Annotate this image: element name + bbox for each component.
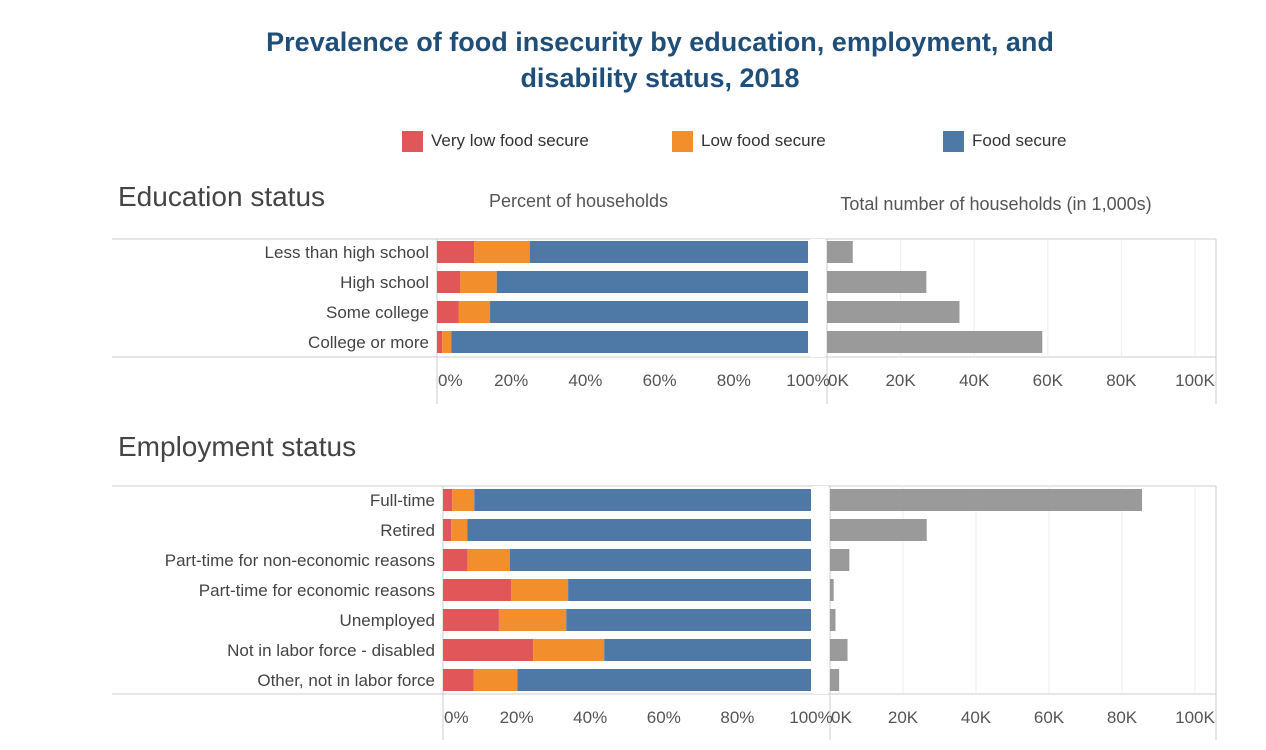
bar-low-food-secure-unemployed: [498, 609, 567, 631]
category-label-not-in-labor-force-disabled: Not in labor force - disabled: [227, 641, 435, 660]
bar-low-food-secure-part-time-for-economic-reasons: [511, 579, 569, 601]
panel-gap-education-status: [810, 239, 825, 357]
bar-low-food-secure-less-than-high-school: [474, 241, 530, 263]
bar-very-low-food-secure-unemployed: [443, 609, 499, 631]
category-label-full-time: Full-time: [370, 491, 435, 510]
percent-tick-20-employment-status: 20%: [500, 708, 534, 727]
bar-food-secure-full-time: [474, 489, 811, 511]
category-label-part-time-for-economic-reasons: Part-time for economic reasons: [199, 581, 435, 600]
percent-panel-title: Percent of households: [489, 191, 668, 211]
percent-tick-60-education-status: 60%: [643, 371, 677, 390]
legend-swatch-secure: [943, 130, 964, 152]
total-tick-60k-education-status: 60K: [1033, 371, 1064, 390]
percent-tick-80-education-status: 80%: [717, 371, 751, 390]
bar-very-low-food-secure-not-in-labor-force-disabled: [443, 639, 534, 661]
category-label-some-college: Some college: [326, 303, 429, 322]
chart-title-line-1: Prevalence of food insecurity by educati…: [266, 27, 1054, 57]
total-tick-0k-education-status: 0K: [828, 371, 849, 390]
category-label-other-not-in-labor-force: Other, not in labor force: [257, 671, 435, 690]
total-bar-part-time-for-non-economic-reasons: [830, 549, 850, 571]
bar-low-food-secure-full-time: [452, 489, 475, 511]
bar-low-food-secure-some-college: [458, 301, 491, 323]
percent-tick-40-employment-status: 40%: [573, 708, 607, 727]
bar-low-food-secure-other-not-in-labor-force: [473, 669, 518, 691]
bar-very-low-food-secure-full-time: [443, 489, 453, 511]
bar-food-secure-part-time-for-non-economic-reasons: [509, 549, 811, 571]
total-tick-100k-employment-status: 100K: [1175, 708, 1215, 727]
bar-low-food-secure-retired: [451, 519, 468, 541]
total-tick-20k-education-status: 20K: [885, 371, 916, 390]
bar-low-food-secure-high-school: [460, 271, 497, 293]
category-label-part-time-for-non-economic-reasons: Part-time for non-economic reasons: [165, 551, 435, 570]
percent-tick-0-employment-status: 0%: [444, 708, 469, 727]
bar-food-secure-unemployed: [566, 609, 811, 631]
legend-label-secure: Food secure: [972, 131, 1067, 150]
bar-very-low-food-secure-less-than-high-school: [437, 241, 475, 263]
bar-food-secure-retired: [467, 519, 811, 541]
bar-low-food-secure-not-in-labor-force-disabled: [533, 639, 605, 661]
bar-very-low-food-secure-other-not-in-labor-force: [443, 669, 474, 691]
total-tick-100k-education-status: 100K: [1175, 371, 1215, 390]
bar-very-low-food-secure-retired: [443, 519, 452, 541]
total-tick-40k-employment-status: 40K: [961, 708, 992, 727]
bar-food-secure-other-not-in-labor-force: [517, 669, 811, 691]
bar-very-low-food-secure-part-time-for-non-economic-reasons: [443, 549, 468, 571]
total-bar-some-college: [827, 301, 960, 323]
total-tick-20k-employment-status: 20K: [888, 708, 919, 727]
panel-gap-employment-status: [813, 486, 828, 694]
bar-very-low-food-secure-college-or-more: [437, 331, 443, 353]
legend-swatch-very-low: [402, 130, 423, 152]
legend-item-very-low: Very low food secure: [402, 129, 589, 153]
total-bar-less-than-high-school: [827, 241, 853, 263]
percent-tick-20-education-status: 20%: [494, 371, 528, 390]
legend-item-low: Low food secure: [672, 129, 826, 153]
bar-food-secure-some-college: [490, 301, 808, 323]
total-tick-0k-employment-status: 0K: [831, 708, 852, 727]
bar-food-secure-less-than-high-school: [529, 241, 808, 263]
legend-item-secure: Food secure: [943, 129, 1067, 153]
total-bar-full-time: [830, 489, 1143, 511]
total-bar-part-time-for-economic-reasons: [830, 579, 834, 601]
total-tick-80k-education-status: 80K: [1106, 371, 1137, 390]
chart-title-line-2: disability status, 2018: [520, 63, 800, 93]
bar-very-low-food-secure-some-college: [437, 301, 459, 323]
bar-low-food-secure-part-time-for-non-economic-reasons: [467, 549, 510, 571]
chart-title: Prevalence of food insecurity by educati…: [0, 24, 1266, 96]
category-label-high-school: High school: [340, 273, 429, 292]
total-tick-40k-education-status: 40K: [959, 371, 990, 390]
category-label-retired: Retired: [380, 521, 435, 540]
total-bar-high-school: [827, 271, 927, 293]
total-panel-title: Total number of households (in 1,000s): [840, 194, 1151, 214]
bar-food-secure-not-in-labor-force-disabled: [604, 639, 811, 661]
percent-tick-0-education-status: 0%: [438, 371, 463, 390]
total-bar-college-or-more: [827, 331, 1043, 353]
section-heading-employment-status: Employment status: [118, 431, 356, 462]
bar-food-secure-college-or-more: [451, 331, 808, 353]
total-bar-retired: [830, 519, 927, 541]
total-bar-other-not-in-labor-force: [830, 669, 840, 691]
bar-very-low-food-secure-high-school: [437, 271, 461, 293]
percent-tick-80-employment-status: 80%: [720, 708, 754, 727]
legend-swatch-low: [672, 130, 693, 152]
bar-very-low-food-secure-part-time-for-economic-reasons: [443, 579, 512, 601]
percent-tick-100-education-status: 100%: [786, 371, 829, 390]
legend-label-very-low: Very low food secure: [431, 131, 589, 150]
bar-low-food-secure-college-or-more: [442, 331, 452, 353]
total-tick-60k-employment-status: 60K: [1034, 708, 1065, 727]
category-label-less-than-high-school: Less than high school: [265, 243, 429, 262]
category-label-unemployed: Unemployed: [340, 611, 435, 630]
total-tick-80k-employment-status: 80K: [1107, 708, 1138, 727]
percent-tick-40-education-status: 40%: [568, 371, 602, 390]
percent-tick-100-employment-status: 100%: [789, 708, 832, 727]
bar-food-secure-high-school: [496, 271, 808, 293]
percent-tick-60-employment-status: 60%: [647, 708, 681, 727]
legend-label-low: Low food secure: [701, 131, 826, 150]
bar-food-secure-part-time-for-economic-reasons: [568, 579, 811, 601]
category-label-college-or-more: College or more: [308, 333, 429, 352]
section-heading-education-status: Education status: [118, 181, 325, 212]
total-bar-not-in-labor-force-disabled: [830, 639, 848, 661]
total-bar-unemployed: [830, 609, 836, 631]
